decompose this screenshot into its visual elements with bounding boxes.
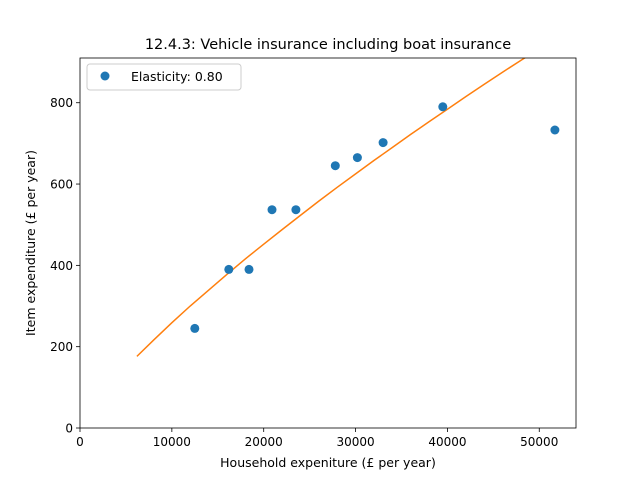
data-point <box>550 125 560 135</box>
y-tick-label: 600 <box>50 178 73 192</box>
plot-background <box>80 58 576 428</box>
data-point <box>244 264 254 274</box>
legend-box <box>86 63 242 91</box>
y-tick-label: 0 <box>65 422 73 436</box>
data-point <box>224 264 234 274</box>
data-point <box>438 102 448 112</box>
data-point <box>267 205 277 215</box>
chart-title: 12.4.3: Vehicle insurance including boat… <box>145 37 511 53</box>
y-tick-label: 800 <box>50 96 73 110</box>
x-tick-label: 0 <box>76 435 84 449</box>
data-point <box>190 323 200 333</box>
legend-marker <box>100 71 110 81</box>
y-axis: 0 200 400 600 800 <box>50 96 80 436</box>
y-tick-label: 400 <box>50 259 73 273</box>
legend: Elasticity: 0.80 <box>86 63 242 91</box>
legend-label: Elasticity: 0.80 <box>131 69 223 84</box>
data-points <box>190 102 560 333</box>
data-point <box>330 161 340 171</box>
y-axis-label: Item expenditure (£ per year) <box>23 150 38 336</box>
x-tick-label: 20000 <box>245 435 283 449</box>
x-tick-label: 40000 <box>428 435 466 449</box>
x-axis-label: Household expeniture (£ per year) <box>220 455 436 470</box>
y-tick-label: 200 <box>50 340 73 354</box>
plot-frame <box>79 57 577 429</box>
x-tick-label: 10000 <box>153 435 191 449</box>
data-point <box>352 153 362 163</box>
fit-line <box>136 58 527 357</box>
x-tick-label: 50000 <box>520 435 558 449</box>
data-point <box>378 138 388 148</box>
data-point <box>291 205 301 215</box>
x-axis: 0 10000 20000 30000 40000 50000 <box>76 428 558 449</box>
x-tick-label: 30000 <box>336 435 374 449</box>
